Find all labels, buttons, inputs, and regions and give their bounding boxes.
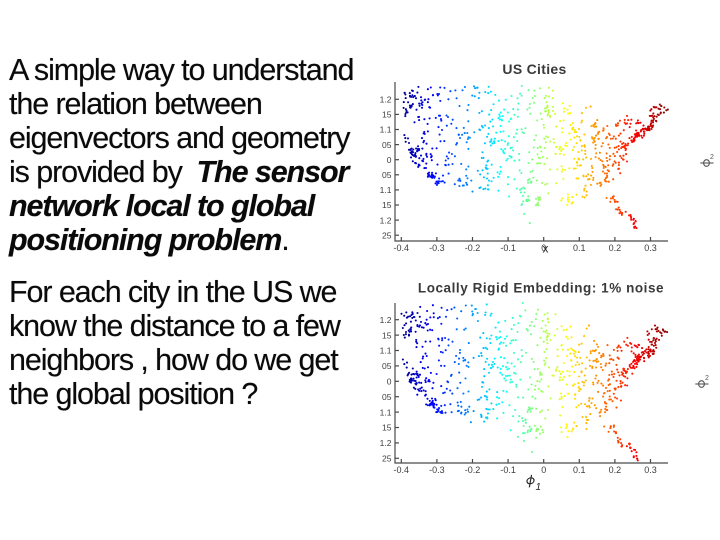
svg-text:-0.1: -0.1 [500,465,516,475]
svg-text:US Cities: US Cities [502,61,566,77]
svg-text:05: 05 [382,170,392,180]
svg-text:0: 0 [541,465,546,475]
svg-text:15: 15 [382,330,392,340]
svg-text:25: 25 [382,230,392,240]
svg-text:0.3: 0.3 [644,243,657,253]
svg-text:15: 15 [382,423,392,433]
svg-text:0: 0 [541,243,546,253]
svg-text:Locally Rigid Embedding: 1% no: Locally Rigid Embedding: 1% noise [418,281,664,296]
svg-text:0.3: 0.3 [644,465,657,475]
svg-text:1.2: 1.2 [380,95,392,105]
svg-text:-0.3: -0.3 [429,465,445,475]
svg-text:15: 15 [382,200,392,210]
svg-text:-0.2: -0.2 [465,465,481,475]
svg-text:15: 15 [382,110,392,120]
svg-text:1.1: 1.1 [380,407,392,417]
svg-text:25: 25 [382,454,392,464]
svg-text:2: 2 [710,154,714,161]
svg-text:0.2: 0.2 [609,243,622,253]
svg-text:1.1: 1.1 [380,125,392,135]
svg-text:1: 1 [536,482,542,493]
svg-text:05: 05 [382,392,392,402]
svg-text:x: x [543,244,549,256]
svg-text:0: 0 [387,377,392,387]
svg-text:-0.4: -0.4 [394,243,410,253]
svg-text:1.1: 1.1 [380,346,392,356]
svg-text:05: 05 [382,361,392,371]
svg-text:1.2: 1.2 [380,215,392,225]
svg-text:-0.4: -0.4 [394,465,410,475]
svg-text:0.1: 0.1 [573,243,586,253]
svg-text:0: 0 [387,155,392,165]
svg-text:1.2: 1.2 [380,438,392,448]
svg-text:1.2: 1.2 [380,315,392,325]
svg-text:0.1: 0.1 [573,465,586,475]
svg-text:1.1: 1.1 [380,185,392,195]
svg-text:05: 05 [382,140,392,150]
svg-text:-0.1: -0.1 [500,243,516,253]
svg-text:-0.2: -0.2 [465,243,481,253]
svg-text:2: 2 [705,375,709,382]
svg-text:-0.3: -0.3 [429,243,445,253]
svg-text:0.2: 0.2 [609,465,622,475]
